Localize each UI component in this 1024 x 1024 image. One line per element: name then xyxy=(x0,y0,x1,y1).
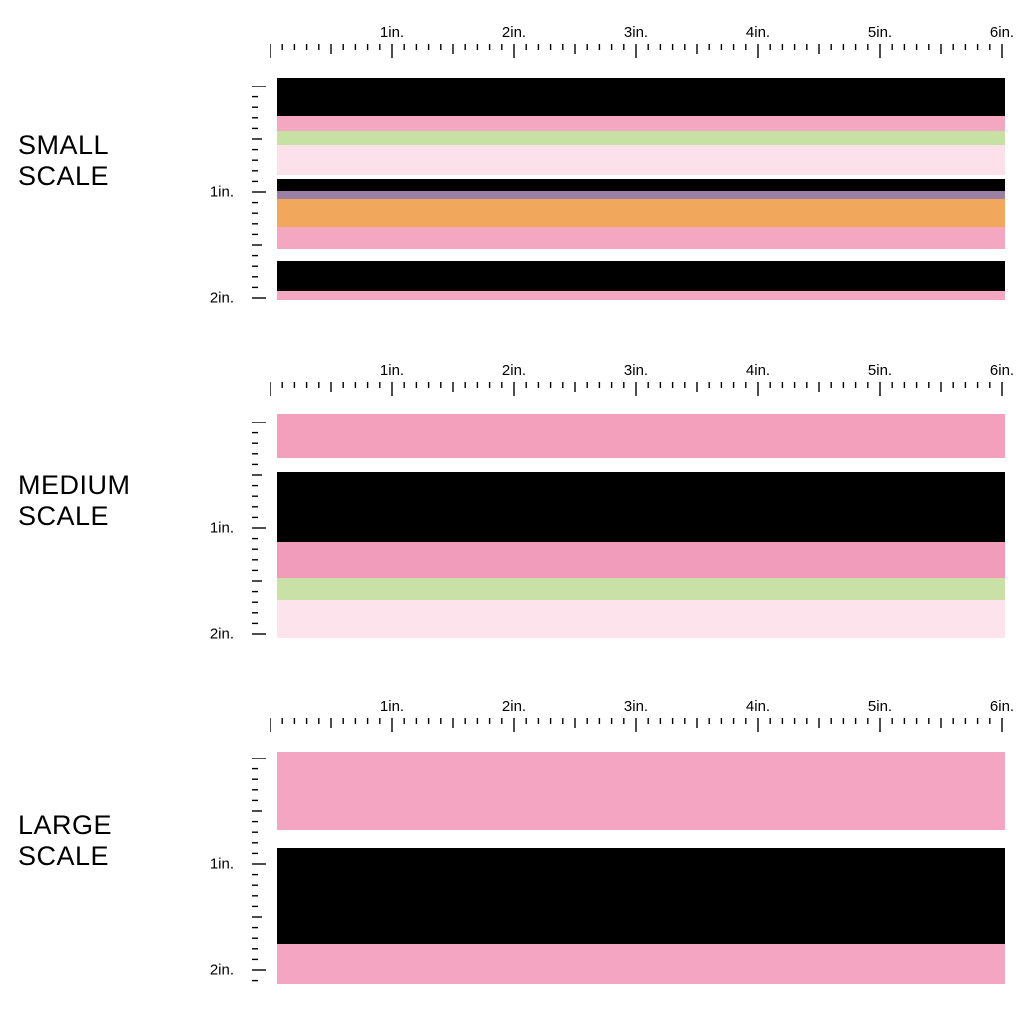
stripe xyxy=(277,578,1005,600)
stripe xyxy=(277,116,1005,131)
scale-label-large: LARGE SCALE xyxy=(18,810,112,872)
ruler-h-label: 4in. xyxy=(746,362,770,379)
ruler-vertical: 1in.2in. xyxy=(234,86,270,298)
stripe xyxy=(277,191,1005,199)
stripe xyxy=(277,542,1005,578)
pattern-swatch xyxy=(277,414,1005,638)
stripe xyxy=(277,414,1005,458)
ruler-h-label: 2in. xyxy=(502,362,526,379)
ruler-h-label: 1in. xyxy=(380,362,404,379)
stripe xyxy=(277,291,1005,300)
ruler-v-label: 1in. xyxy=(200,184,234,201)
stripe xyxy=(277,458,1005,472)
ruler-v-label: 2in. xyxy=(200,626,234,643)
ruler-h-label: 3in. xyxy=(624,362,648,379)
ruler-h-label: 4in. xyxy=(746,24,770,41)
stripe xyxy=(277,600,1005,638)
stripe xyxy=(277,199,1005,227)
pattern-swatch xyxy=(277,78,1005,300)
ruler-h-label: 3in. xyxy=(624,24,648,41)
stripe xyxy=(277,227,1005,249)
stripe xyxy=(277,944,1005,984)
stripe xyxy=(277,249,1005,261)
ruler-h-label: 2in. xyxy=(502,698,526,715)
stripe xyxy=(277,752,1005,830)
ruler-horizontal: 1in.2in.3in.4in.5in.6in. xyxy=(270,364,1002,400)
ruler-h-label: 5in. xyxy=(868,698,892,715)
stripe xyxy=(277,472,1005,542)
ruler-v-label: 1in. xyxy=(200,856,234,873)
stripe xyxy=(277,145,1005,175)
stripe xyxy=(277,830,1005,848)
ruler-horizontal: 1in.2in.3in.4in.5in.6in. xyxy=(270,700,1002,736)
ruler-horizontal: 1in.2in.3in.4in.5in.6in. xyxy=(270,26,1002,62)
stripe xyxy=(277,261,1005,291)
pattern-swatch xyxy=(277,752,1005,984)
ruler-h-label: 6in. xyxy=(990,362,1014,379)
stripe xyxy=(277,78,1005,116)
ruler-v-label: 2in. xyxy=(200,962,234,979)
ruler-h-label: 5in. xyxy=(868,24,892,41)
ruler-v-label: 1in. xyxy=(200,520,234,537)
ruler-h-label: 4in. xyxy=(746,698,770,715)
ruler-v-label: 2in. xyxy=(200,290,234,307)
ruler-vertical: 1in.2in. xyxy=(234,758,270,981)
stripe xyxy=(277,131,1005,145)
ruler-h-label: 2in. xyxy=(502,24,526,41)
ruler-h-label: 6in. xyxy=(990,24,1014,41)
ruler-h-label: 3in. xyxy=(624,698,648,715)
stripe xyxy=(277,848,1005,944)
ruler-h-label: 6in. xyxy=(990,698,1014,715)
scale-comparison-canvas: SMALL SCALE1in.2in.3in.4in.5in.6in.1in.2… xyxy=(0,0,1024,1024)
scale-label-medium: MEDIUM SCALE xyxy=(18,470,131,532)
ruler-h-label: 1in. xyxy=(380,24,404,41)
ruler-h-label: 5in. xyxy=(868,362,892,379)
scale-label-small: SMALL SCALE xyxy=(18,130,109,192)
ruler-vertical: 1in.2in. xyxy=(234,422,270,634)
ruler-h-label: 1in. xyxy=(380,698,404,715)
stripe xyxy=(277,179,1005,191)
